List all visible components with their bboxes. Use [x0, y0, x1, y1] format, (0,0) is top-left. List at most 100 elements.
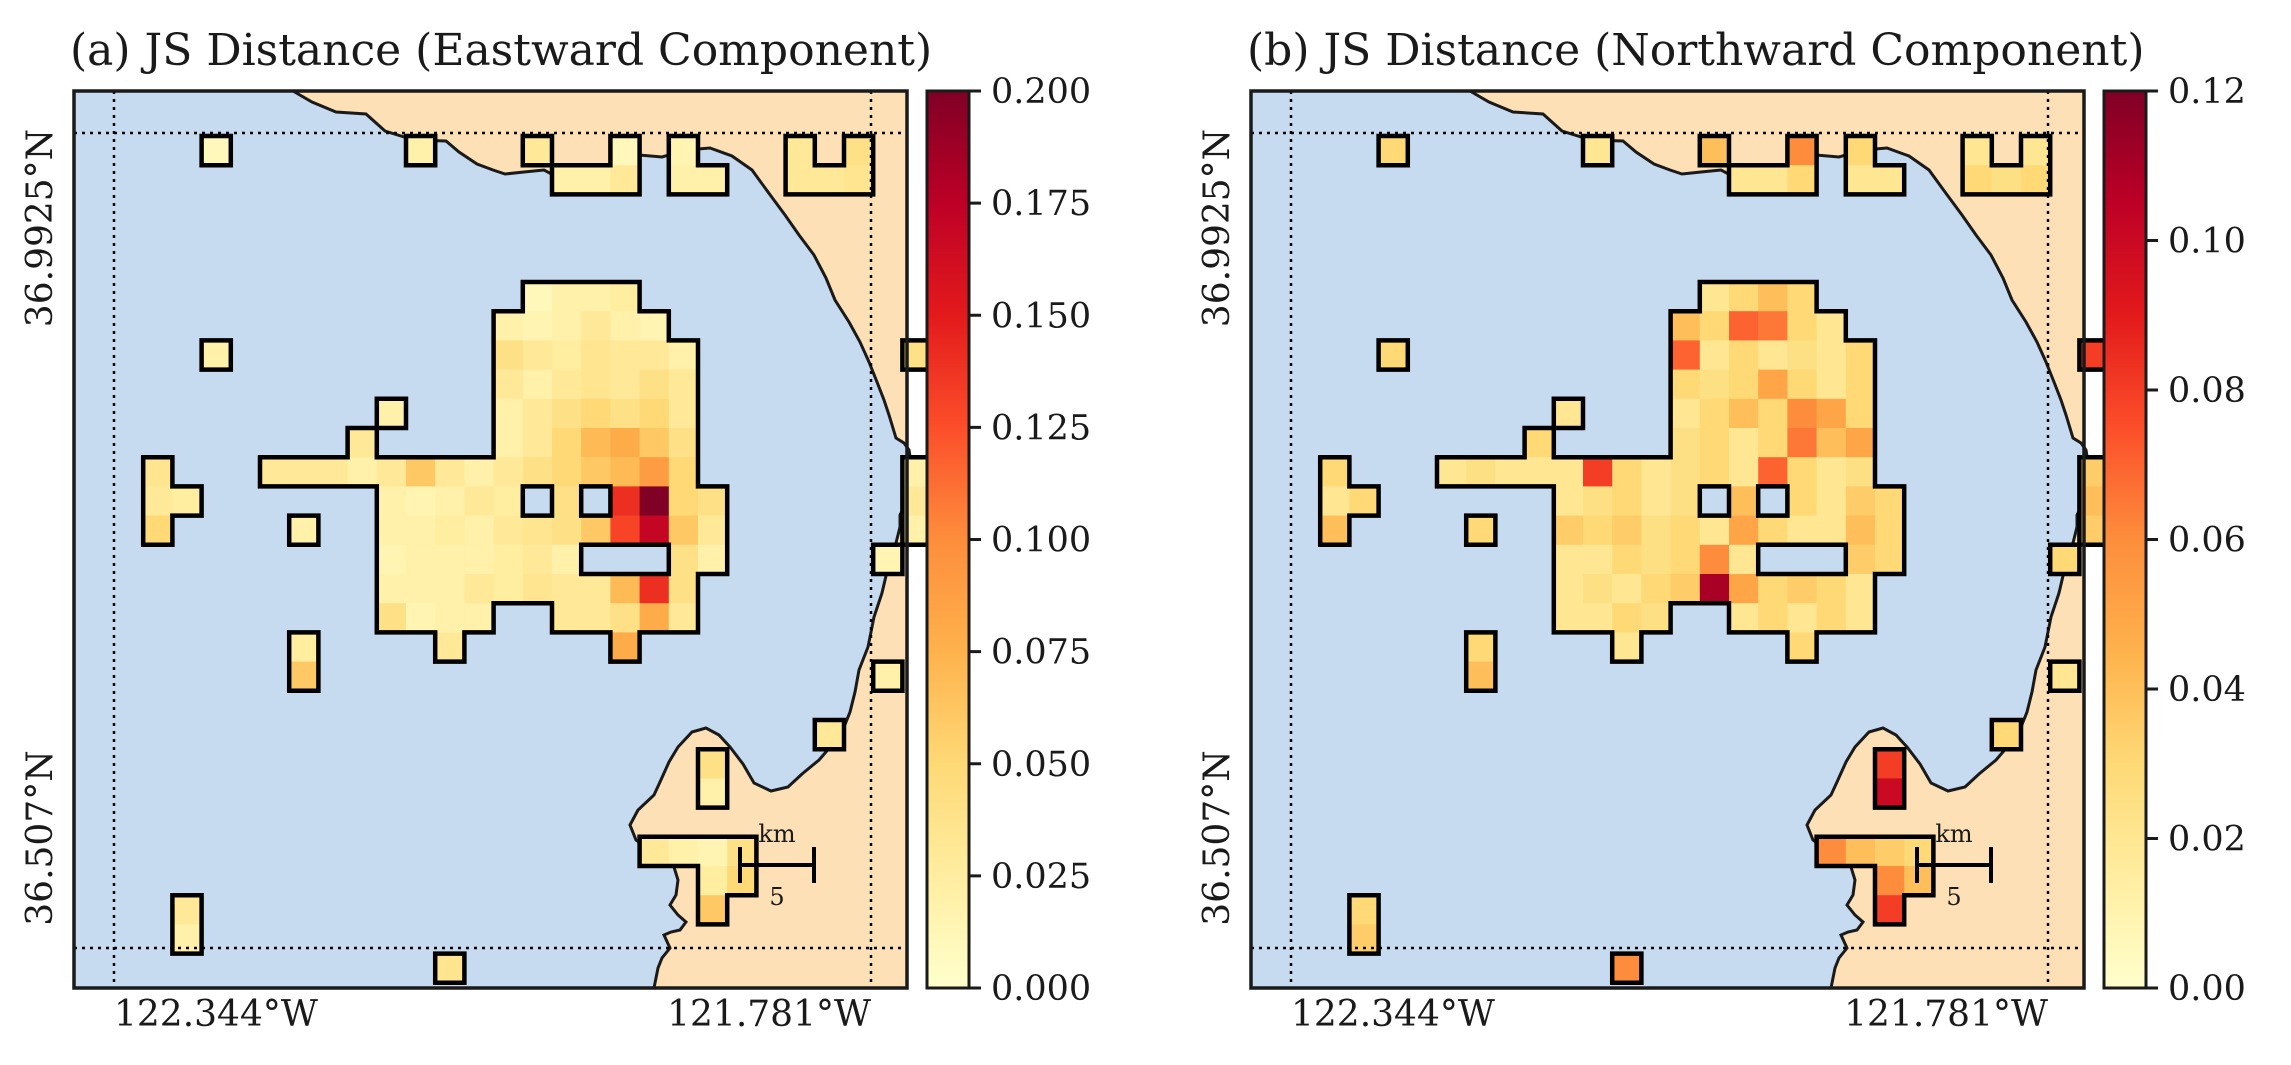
heatmap-cell — [1553, 544, 1584, 575]
heatmap-cell — [1816, 340, 1847, 371]
heatmap-cell — [1349, 486, 1380, 517]
chart-title: (a) JS Distance (Eastward Component) — [70, 25, 932, 76]
heatmap-cell — [1845, 603, 1876, 633]
heatmap-cell — [406, 603, 436, 633]
heatmap-cell — [1729, 457, 1759, 487]
heatmap-cell — [493, 457, 524, 487]
heatmap-cell — [639, 486, 670, 517]
heatmap-cell — [610, 282, 641, 312]
heatmap-cell — [1787, 369, 1818, 400]
heatmap-cell — [1670, 544, 1701, 575]
heatmap-cell — [610, 398, 641, 429]
heatmap-cell — [376, 398, 407, 429]
heatmap-cell — [2021, 165, 2051, 195]
heatmap-cell — [639, 398, 670, 429]
heatmap-cell — [2050, 661, 2080, 692]
heatmap-cell — [552, 515, 582, 546]
heatmap-cell — [1845, 574, 1876, 604]
heatmap-cell — [1729, 282, 1759, 312]
heatmap-cell — [610, 603, 641, 633]
heatmap-cell — [552, 603, 582, 633]
heatmap-cell — [610, 311, 641, 341]
heatmap-cell — [844, 165, 874, 195]
heatmap-cell — [639, 457, 670, 487]
heatmap-cell — [1845, 457, 1876, 487]
heatmap-cell — [668, 428, 699, 458]
heatmap-cell — [1816, 515, 1847, 546]
heatmap-cell — [552, 544, 582, 575]
heatmap-cell — [464, 574, 495, 604]
heatmap-cell — [201, 136, 232, 166]
heatmap-cell — [668, 340, 699, 371]
colorbar-tick-label: 0.000 — [991, 969, 1091, 1009]
heatmap-cell — [1758, 515, 1788, 546]
heatmap-cell — [1816, 836, 1847, 867]
heatmap-cell — [1787, 428, 1818, 458]
heatmap-cell — [522, 340, 553, 371]
heatmap-cell — [493, 544, 524, 575]
heatmap-cell — [552, 428, 582, 458]
heatmap-cell — [639, 836, 670, 867]
plot-frame — [72, 89, 909, 990]
heatmap-cell — [1845, 136, 1876, 166]
heatmap-cell — [1699, 428, 1730, 458]
heatmap-cell — [464, 603, 495, 633]
heatmap-cell — [1699, 515, 1730, 546]
heatmap-cell — [814, 165, 845, 195]
heatmap-cell — [727, 836, 757, 867]
heatmap-cell — [1320, 457, 1350, 487]
heatmap-cell — [1729, 603, 1759, 633]
heatmap-cell — [1583, 603, 1613, 633]
chart-title: (b) JS Distance (Northward Component) — [1247, 25, 2145, 76]
heatmap-cell — [493, 428, 524, 458]
heatmap-cell — [1641, 515, 1672, 546]
heatmap-cell — [493, 574, 524, 604]
heatmap-cell — [1729, 574, 1759, 604]
heatmap-cell — [1699, 574, 1730, 604]
panel-eastward: km 5 (a) JS Distance (Eastward Component) 1… — [20, 25, 1091, 1035]
heatmap-cell — [1787, 398, 1818, 429]
heatmap-cell — [610, 486, 641, 517]
heatmap-cell — [1641, 574, 1672, 604]
heatmap-cell — [493, 369, 524, 400]
heatmap-cell — [581, 428, 611, 458]
heatmap-cell — [1612, 603, 1642, 633]
heatmap-cell — [1758, 398, 1788, 429]
heatmap-cell — [347, 457, 378, 487]
heatmap-cell — [1875, 836, 1905, 867]
heatmap-cell — [727, 866, 757, 896]
heatmap-cell — [2021, 136, 2051, 166]
heatmap-cell — [493, 398, 524, 429]
heatmap-cell — [698, 165, 728, 195]
heatmap-cell — [581, 515, 611, 546]
colorbar — [927, 91, 969, 988]
heatmap-cell — [522, 136, 553, 166]
colorbar-tick-label: 0.06 — [2168, 521, 2246, 561]
heatmap-cell — [1758, 165, 1788, 195]
heatmap-cell — [1641, 486, 1672, 517]
heatmap-cell — [698, 515, 728, 546]
heatmap-cell — [1553, 486, 1584, 517]
heatmap-cell — [873, 544, 903, 575]
colorbar-tick-label: 0.100 — [991, 521, 1091, 561]
heatmap-cell — [318, 457, 349, 487]
heatmap-cell — [1787, 311, 1818, 341]
heatmap-cell — [1583, 486, 1613, 517]
heatmap-cell — [143, 486, 173, 517]
heatmap-cell — [376, 457, 407, 487]
x-tick-label: 122.344°W — [114, 994, 318, 1035]
heatmap-cell — [1612, 457, 1642, 487]
heatmap-cell — [581, 603, 611, 633]
colorbar-tick-label: 0.12 — [2168, 72, 2246, 112]
heatmap-cell — [493, 311, 524, 341]
heatmap-cell — [581, 311, 611, 341]
heatmap-cell — [1699, 398, 1730, 429]
heatmap-cell — [1699, 544, 1730, 575]
heatmap-cell — [1553, 457, 1584, 487]
heatmap-cell — [552, 311, 582, 341]
heatmap-cell — [1758, 428, 1788, 458]
heatmap-cell — [1787, 632, 1818, 663]
heatmap-cell — [376, 574, 407, 604]
heatmap-cell — [435, 515, 465, 546]
heatmap-cell — [610, 340, 641, 371]
